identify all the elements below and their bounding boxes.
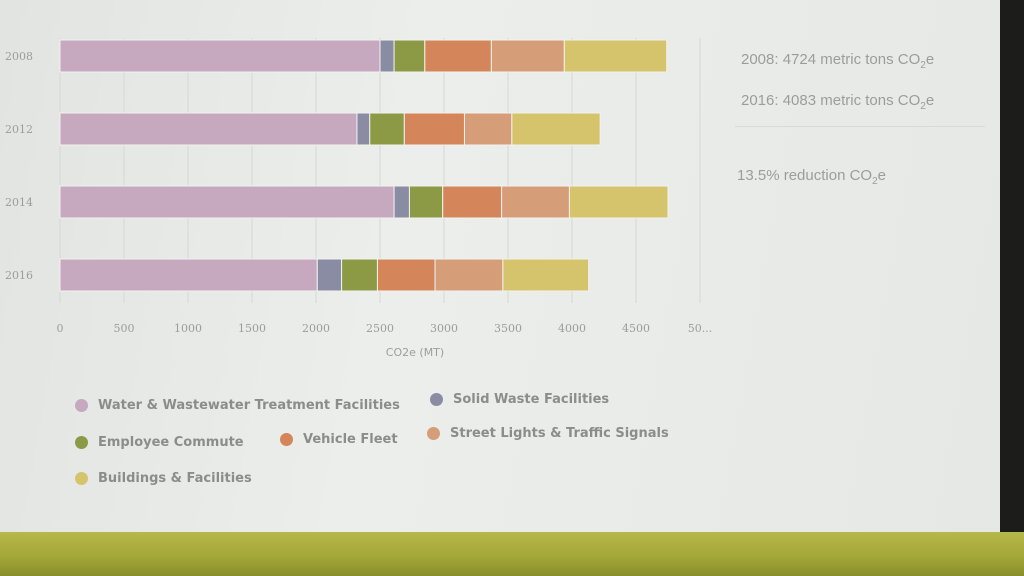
legend-label: Vehicle Fleet	[303, 432, 398, 447]
bar-segment	[463, 112, 513, 146]
bar-segment	[59, 185, 395, 219]
legend-swatch	[427, 427, 440, 440]
year-labels: 2008 2012 2014 2016	[5, 50, 33, 282]
bar-segment	[403, 112, 465, 146]
legend-label: Water & Wastewater Treatment Facilities	[98, 398, 400, 413]
legend-label: Street Lights & Traffic Signals	[450, 426, 669, 441]
legend-item: Water & Wastewater Treatment Facilities	[75, 398, 400, 413]
x-tick-label: 1500	[238, 322, 266, 335]
bar-segment	[369, 112, 405, 146]
x-tick-label: 3500	[494, 322, 522, 335]
legend-item: Street Lights & Traffic Signals	[427, 426, 669, 441]
bar-segment	[434, 258, 504, 292]
bar-segment	[563, 39, 668, 73]
legend-item: Buildings & Facilities	[75, 471, 252, 486]
x-tick-label: 4500	[622, 322, 650, 335]
annotation-divider	[735, 126, 985, 127]
x-tick-label: 1000	[174, 322, 202, 335]
projector-screen-border	[0, 532, 1024, 576]
legend-label: Buildings & Facilities	[98, 471, 252, 486]
legend-item: Solid Waste Facilities	[430, 392, 609, 407]
bar-segment	[59, 258, 318, 292]
x-tick-labels: 0 500 1000 1500 2000 2500 3000 3500 4000 4500 50..…	[57, 322, 713, 335]
bar-segment	[316, 258, 343, 292]
grid-lines	[59, 38, 701, 303]
bar-segment	[341, 258, 378, 292]
bar-segment	[356, 112, 371, 146]
legend-label: Employee Commute	[98, 435, 244, 450]
bar-segment	[442, 185, 503, 219]
year-label: 2008	[5, 50, 33, 63]
bar-segment	[424, 39, 492, 73]
x-tick-label: 2000	[302, 322, 330, 335]
year-label: 2016	[5, 269, 33, 282]
x-tick-label: 500	[114, 322, 135, 335]
x-tick-label: 2500	[366, 322, 394, 335]
bar-segment	[502, 258, 590, 292]
bar-segment	[393, 185, 410, 219]
legend-label: Solid Waste Facilities	[453, 392, 610, 407]
bar-group	[59, 39, 669, 292]
legend-item: Vehicle Fleet	[280, 432, 398, 447]
annotation-2008-total: 2008: 4724 metric tons CO2e	[741, 51, 935, 71]
emissions-bar-chart: 2008 2012 2014 2016 0 500 1000 1500 2000 2500 300…	[5, 38, 713, 359]
legend-item: Employee Commute	[75, 435, 244, 450]
year-label: 2014	[5, 196, 33, 209]
bar-segment	[501, 185, 570, 219]
bar-segment	[59, 39, 381, 73]
x-tick-label: 3000	[430, 322, 458, 335]
x-tick-label: 0	[57, 322, 64, 335]
bar-segment	[59, 112, 358, 146]
annotation-2016-total: 2016: 4083 metric tons CO2e	[741, 92, 935, 112]
projector-screen: 2008 2012 2014 2016 0 500 1000 1500 2000 2500 300…	[0, 0, 1000, 532]
legend-swatch	[280, 433, 293, 446]
bar-segment	[490, 39, 565, 73]
bar-segment	[393, 39, 426, 73]
bar-segment	[376, 258, 436, 292]
legend-swatch	[75, 436, 88, 449]
bar-segment	[408, 185, 444, 219]
bar-segment	[568, 185, 669, 219]
x-tick-label: 50...	[688, 322, 713, 335]
legend-swatch	[430, 393, 443, 406]
year-label: 2012	[5, 123, 33, 136]
x-tick-label: 4000	[558, 322, 586, 335]
bar-segment	[379, 39, 395, 73]
legend-swatch	[75, 399, 88, 412]
x-axis-title: CO2e (MT)	[386, 346, 444, 359]
annotation-reduction: 13.5% reduction CO2e	[737, 167, 886, 187]
bar-segment	[511, 112, 601, 146]
legend-swatch	[75, 472, 88, 485]
